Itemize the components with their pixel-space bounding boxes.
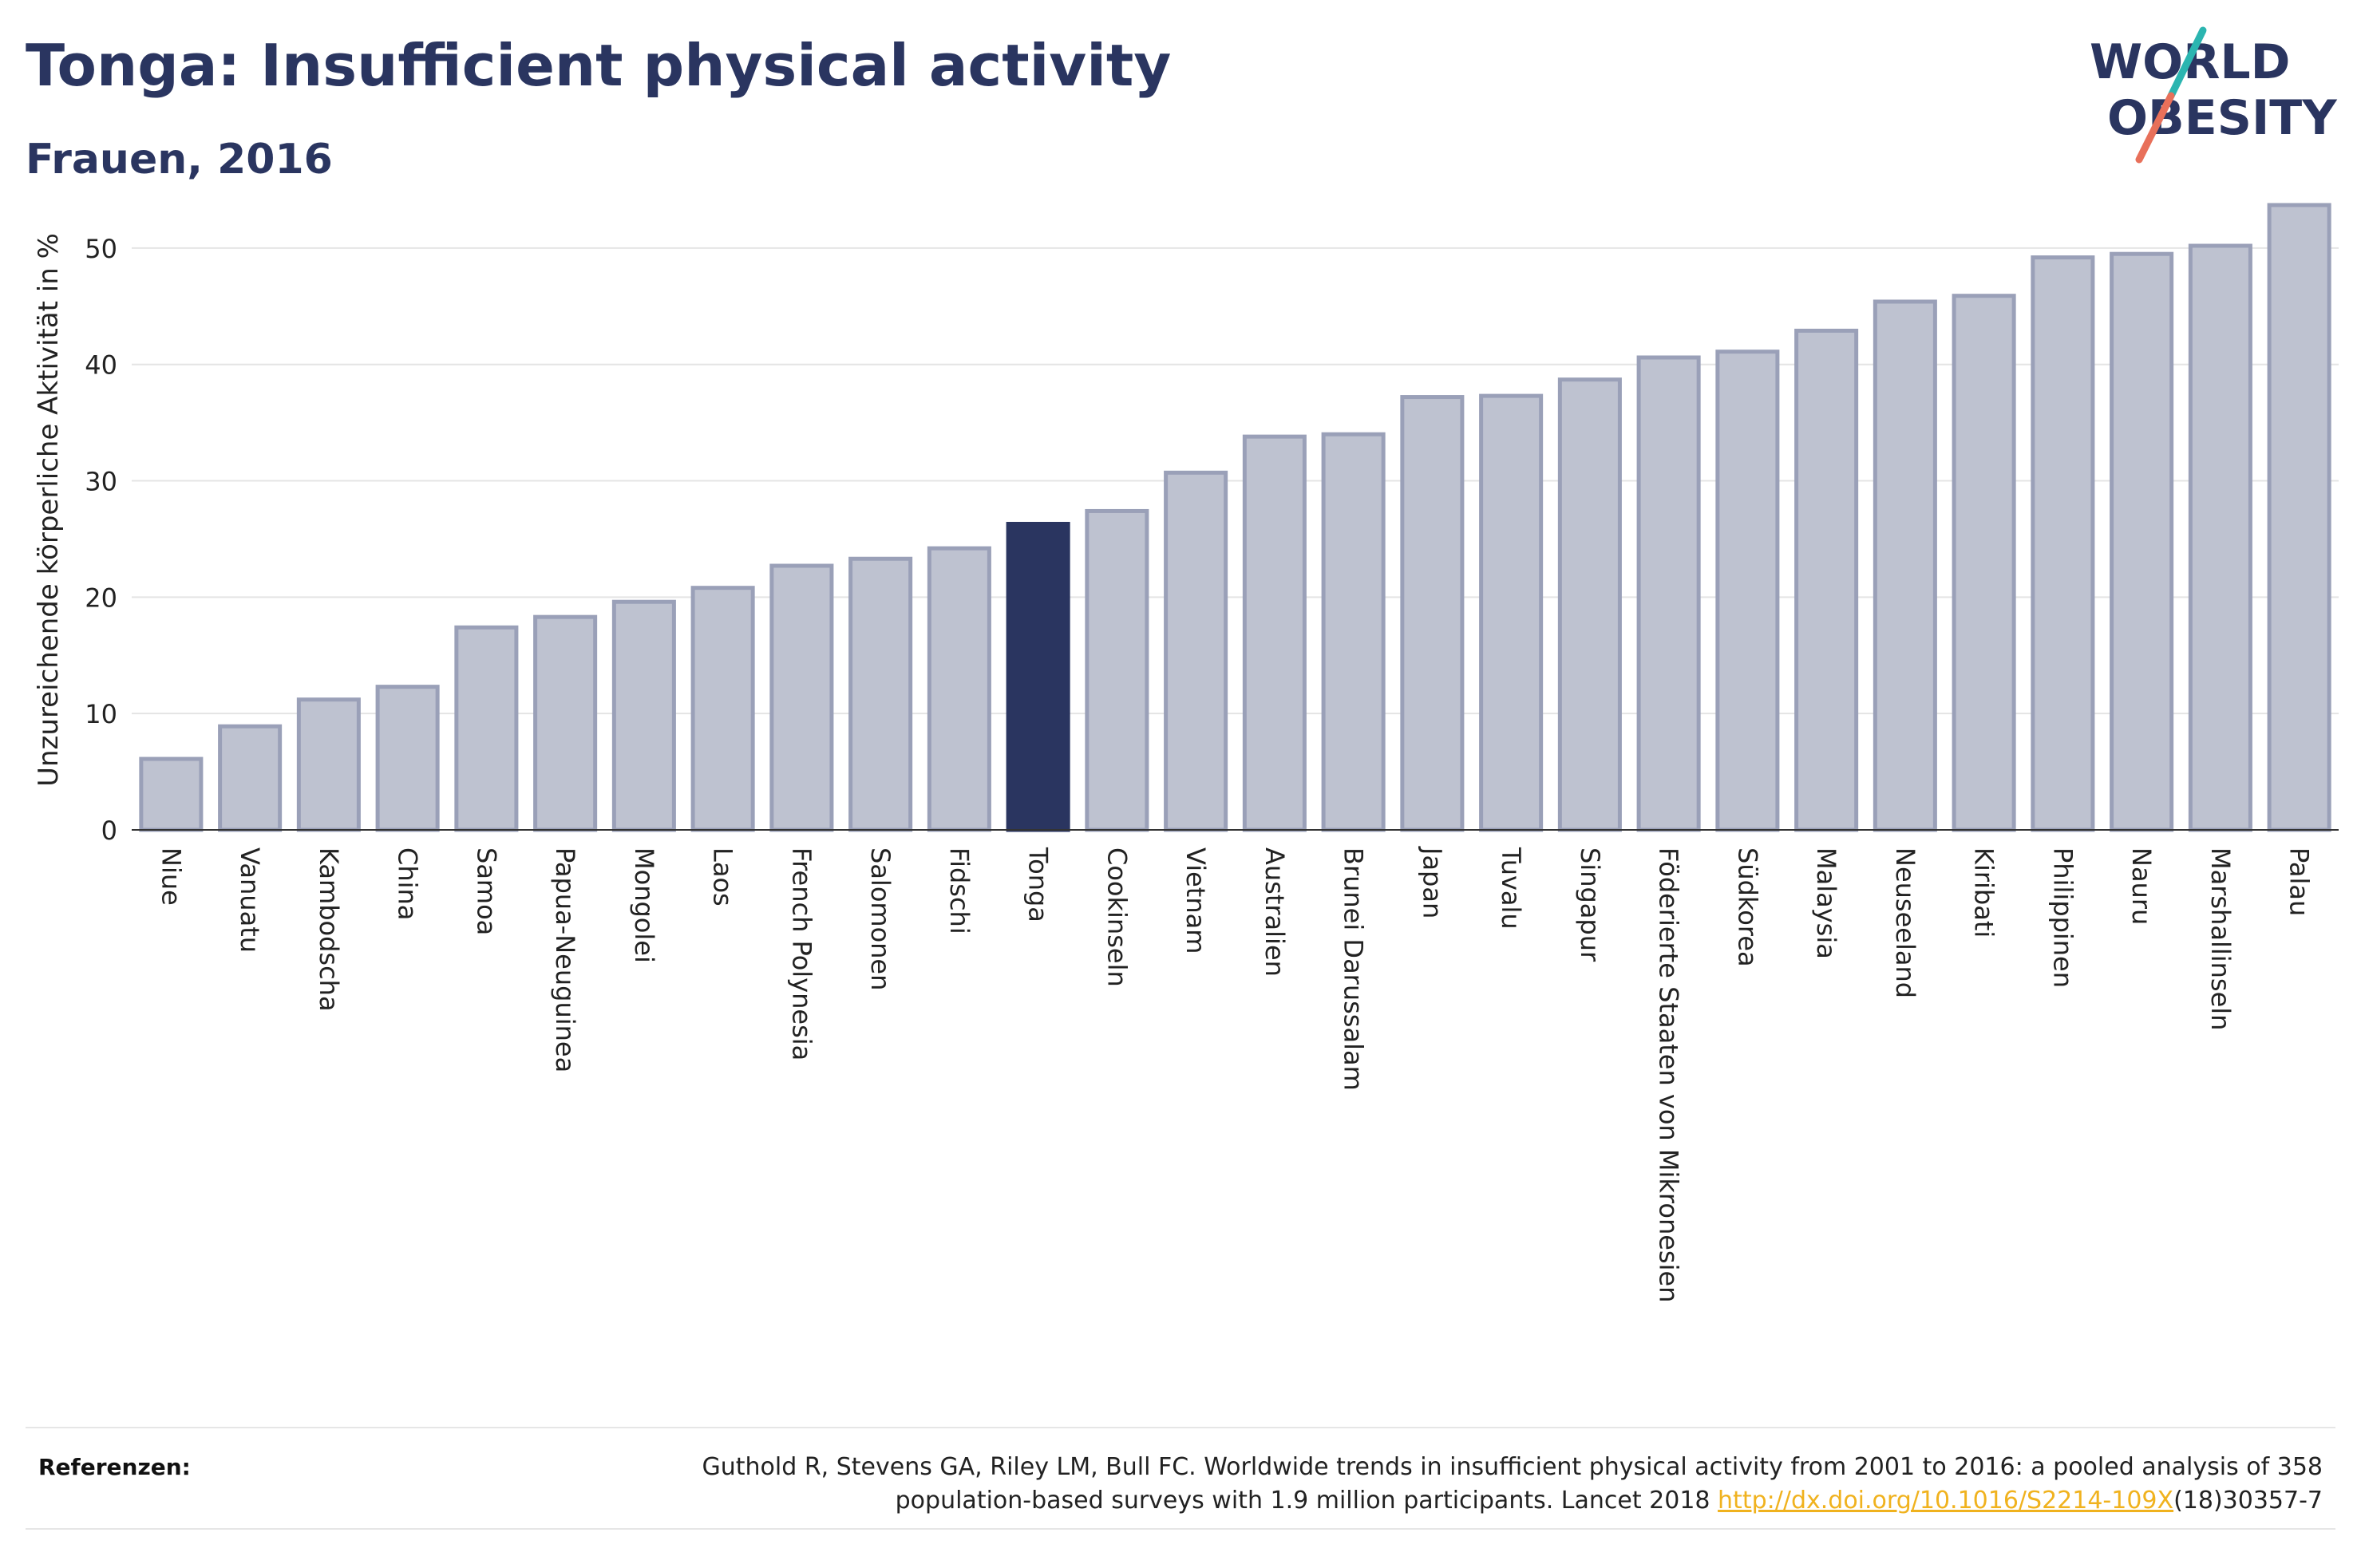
x-tick-label: Niue [156,847,186,906]
x-tick-label: Papua-Neuguinea [550,847,580,1072]
x-tick-label: Neuseeland [1890,847,1920,998]
references-footer: Referenzen: Guthold R, Stevens GA, Riley… [26,1427,2335,1530]
x-tick-label: Singapur [1575,847,1605,962]
bar [1400,395,1465,832]
bar [1479,393,1544,832]
bar [1242,434,1307,832]
x-tick-label: Malaysia [1811,847,1841,959]
y-tick-label: 50 [85,234,117,264]
chart-subtitle: Frauen, 2016 [26,136,333,184]
bar [296,697,361,832]
logo-slash-bottom [2135,92,2175,164]
y-tick-label: 0 [101,816,117,846]
y-tick-label: 30 [85,467,117,497]
x-tick-label: Kiribati [1969,847,1999,938]
bar [2267,203,2331,832]
bar [533,614,598,832]
x-tick-label: Föderierte Staaten von Mikronesien [1654,847,1684,1302]
bar-chart: 0 10 20 30 40 50 Unzureichende körperliche Akt… [33,203,2339,1302]
x-tick-label: Tonga [1023,847,1054,922]
bar [139,756,204,832]
bar [1557,377,1622,832]
bar [1164,470,1228,832]
x-tick-label: China [393,847,423,920]
bar [848,556,913,832]
bar [1952,294,2016,832]
x-tick-label: Philippinen [2047,847,2078,988]
bar [1873,299,1937,832]
x-tick-label: Marshallinseln [2205,847,2236,1030]
bar [1321,432,1386,832]
reference-line-1: Guthold R, Stevens GA, Riley LM, Bull FC… [702,1453,2323,1481]
x-tick-label: Vanuatu [235,847,265,953]
bar [218,724,283,832]
x-tick-label: Südkorea [1732,847,1762,967]
bar [611,599,676,832]
bar [375,685,440,832]
x-tick-label: Vietnam [1180,847,1211,954]
x-tick-label: Nauru [2126,847,2157,925]
bar [2188,243,2252,832]
world-obesity-logo: WORLD OBESITY [2090,26,2338,164]
references-text: Guthold R, Stevens GA, Riley LM, Bull FC… [487,1451,2323,1518]
doi-link[interactable]: http://dx.doi.org/10.1016/S2214-109X [1718,1487,2174,1515]
bar [1715,350,1780,832]
bar [927,546,991,832]
bar [769,563,834,832]
bar [454,625,519,832]
y-tick-label: 20 [85,583,117,613]
x-tick-label: Australien [1260,847,1290,977]
x-tick-label: Salomonen [865,847,896,990]
chart-title: Tonga: Insufficient physical activity [26,32,1172,99]
x-tick-label: Brunei Darussalam [1339,847,1369,1091]
x-tick-label: Laos [708,847,738,906]
logo-slash-top [2167,26,2207,100]
bar [1085,508,1149,832]
x-tick-label: French Polynesia [786,847,817,1060]
references-label: Referenzen: [38,1454,191,1480]
bar [2110,251,2174,832]
bar [2031,255,2095,832]
y-tick-label: 10 [85,699,117,729]
x-tick-label: Cookinseln [1101,847,1132,987]
bar [690,586,755,832]
bar [1636,355,1701,832]
reference-line-2: population-based surveys with 1.9 millio… [895,1487,1718,1515]
reference-line-2-suffix: (18)30357-7 [2173,1487,2323,1515]
x-tick-label: Mongolei [629,847,659,963]
x-tick-label: Tuvalu [1496,847,1526,930]
x-tick-label: Kambodscha [314,847,344,1012]
bar [1006,521,1070,832]
logo-line-2: OBESITY [2107,90,2338,146]
bar [1794,328,1859,832]
x-tick-label: Fidschi [944,847,975,934]
y-tick-label: 40 [85,350,117,381]
x-tick-label: Samoa [471,847,501,935]
x-tick-label: Palau [2284,847,2315,916]
x-tick-label: Japan [1417,846,1447,918]
y-axis-label: Unzureichende körperliche Aktivität in % [33,233,65,787]
